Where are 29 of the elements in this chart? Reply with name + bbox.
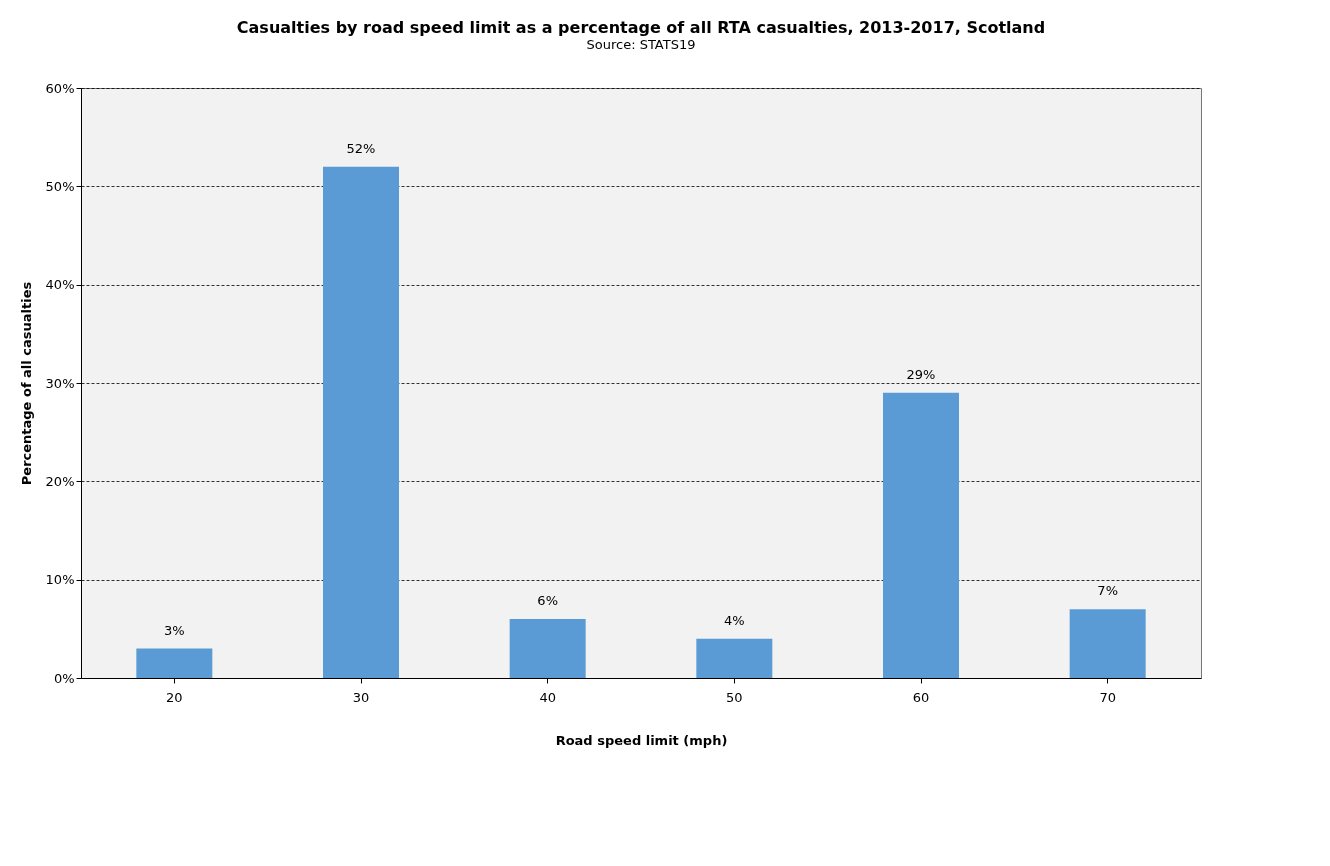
y-tick-label: 40% — [45, 277, 75, 293]
y-tick-label: 10% — [45, 572, 75, 588]
data-label: 52% — [346, 140, 376, 156]
data-label: 29% — [906, 366, 936, 382]
y-tick-label: 20% — [45, 473, 75, 489]
data-label: 3% — [164, 622, 185, 638]
x-tick-label: 60 — [912, 689, 930, 705]
bar — [136, 648, 213, 678]
y-tick-label: 50% — [45, 178, 75, 194]
y-axis-title: Percentage of all casualties — [18, 281, 34, 486]
bar — [323, 166, 399, 678]
data-label: 7% — [1097, 583, 1118, 599]
bar — [883, 392, 959, 678]
x-tick-label: 70 — [1099, 689, 1116, 705]
x-tick-label: 40 — [539, 689, 556, 705]
data-label: 6% — [537, 593, 558, 608]
y-tick-label: 60% — [45, 80, 75, 96]
x-tick-label: 50 — [726, 689, 743, 705]
x-tick-label: 20 — [166, 689, 183, 705]
chart-subtitle: Source: STATS19 — [586, 37, 696, 52]
bar — [509, 619, 586, 678]
y-tick-label: 0% — [53, 670, 75, 686]
bar — [1069, 609, 1146, 678]
data-label: 4% — [724, 612, 745, 628]
x-tick-label: 30 — [352, 689, 370, 705]
bar — [696, 638, 773, 678]
y-tick-label: 30% — [45, 375, 75, 391]
chart-title: Casualties by road speed limit as a percentage of all RTA casualties, 2013-2017, Scotland — [236, 18, 1046, 37]
x-axis-title: Road speed limit (mph) — [555, 732, 728, 748]
